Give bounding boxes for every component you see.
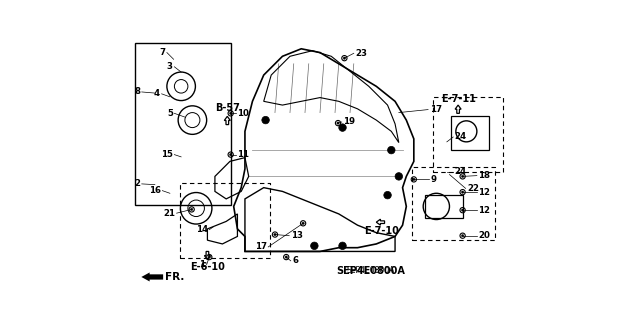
Text: 1: 1 bbox=[199, 260, 205, 269]
Circle shape bbox=[384, 191, 391, 199]
Bar bbox=[425, 195, 463, 218]
Text: 9: 9 bbox=[430, 175, 436, 184]
Circle shape bbox=[343, 57, 346, 59]
Circle shape bbox=[461, 234, 464, 237]
Circle shape bbox=[191, 208, 193, 211]
Bar bbox=[135, 43, 231, 204]
Text: 23: 23 bbox=[355, 49, 367, 58]
Circle shape bbox=[208, 256, 211, 258]
Text: 24: 24 bbox=[455, 167, 467, 176]
Text: 16: 16 bbox=[149, 186, 161, 195]
Text: 11: 11 bbox=[237, 150, 249, 159]
Text: 2: 2 bbox=[134, 179, 140, 189]
Text: 4: 4 bbox=[154, 89, 160, 98]
Circle shape bbox=[388, 146, 395, 154]
Text: 6: 6 bbox=[292, 256, 298, 265]
Circle shape bbox=[285, 256, 287, 258]
Text: 24: 24 bbox=[455, 132, 467, 142]
Circle shape bbox=[274, 234, 276, 236]
FancyArrow shape bbox=[204, 251, 211, 260]
Text: 12: 12 bbox=[478, 188, 490, 197]
Circle shape bbox=[339, 124, 346, 131]
Circle shape bbox=[413, 178, 415, 181]
FancyArrow shape bbox=[455, 105, 461, 113]
Text: SEP4E0800A: SEP4E0800A bbox=[346, 266, 395, 276]
Text: 21: 21 bbox=[163, 209, 175, 218]
Circle shape bbox=[461, 175, 464, 178]
Text: 19: 19 bbox=[343, 117, 355, 126]
Text: 17: 17 bbox=[429, 105, 442, 114]
Circle shape bbox=[461, 209, 464, 211]
Circle shape bbox=[302, 222, 304, 225]
Text: E-6-10: E-6-10 bbox=[190, 262, 225, 272]
Text: 14: 14 bbox=[196, 225, 208, 234]
Circle shape bbox=[262, 116, 269, 124]
Text: 17: 17 bbox=[255, 242, 267, 251]
Text: 22: 22 bbox=[467, 184, 479, 193]
Text: 5: 5 bbox=[167, 109, 173, 118]
Text: 10: 10 bbox=[237, 109, 249, 118]
Text: 3: 3 bbox=[167, 62, 173, 71]
Text: 18: 18 bbox=[478, 171, 490, 180]
Circle shape bbox=[461, 191, 464, 193]
FancyArrow shape bbox=[224, 116, 230, 125]
FancyArrow shape bbox=[141, 272, 163, 281]
Circle shape bbox=[395, 173, 403, 180]
Text: 20: 20 bbox=[478, 231, 490, 240]
Circle shape bbox=[230, 112, 232, 115]
Circle shape bbox=[339, 242, 346, 249]
FancyArrow shape bbox=[376, 219, 385, 225]
Text: 7: 7 bbox=[159, 48, 165, 57]
Text: B-57: B-57 bbox=[215, 103, 240, 113]
Circle shape bbox=[337, 122, 339, 124]
Text: 13: 13 bbox=[291, 231, 303, 240]
Text: 8: 8 bbox=[134, 87, 140, 96]
Bar bbox=[451, 116, 489, 150]
Text: E-7-10: E-7-10 bbox=[365, 226, 399, 236]
Text: 12: 12 bbox=[478, 206, 490, 215]
Circle shape bbox=[230, 153, 232, 156]
Circle shape bbox=[310, 242, 318, 249]
Text: FR.: FR. bbox=[165, 272, 185, 282]
Text: E-7-11: E-7-11 bbox=[441, 94, 476, 104]
Text: SEP4E0800A: SEP4E0800A bbox=[336, 266, 405, 276]
Text: 15: 15 bbox=[161, 150, 173, 159]
